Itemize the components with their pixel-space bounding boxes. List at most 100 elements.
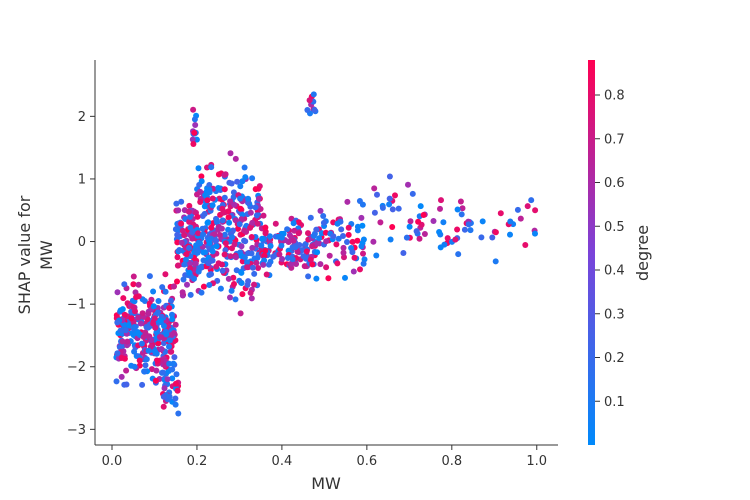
- scatter-point: [141, 368, 148, 375]
- x-axis-ticks: 0.0 0.2 0.4 0.6 0.8 1.0: [102, 445, 547, 469]
- scatter-point: [208, 258, 214, 264]
- scatter-point: [187, 214, 193, 220]
- scatter-point: [194, 249, 201, 256]
- scatter-point: [389, 224, 396, 230]
- scatter-point: [232, 217, 239, 224]
- scatter-point: [302, 241, 309, 247]
- scatter-point: [371, 209, 378, 216]
- scatter-point: [247, 289, 254, 296]
- scatter-point: [119, 338, 126, 345]
- scatter-point: [293, 261, 300, 267]
- scatter-point: [139, 381, 146, 388]
- scatter-point: [263, 271, 270, 278]
- scatter-point: [341, 254, 347, 261]
- scatter-point: [161, 323, 167, 329]
- scatter-point: [524, 203, 531, 210]
- scatter-point: [162, 288, 169, 295]
- scatter-point: [182, 256, 189, 263]
- scatter-point: [113, 378, 120, 385]
- scatter-point: [219, 267, 226, 274]
- colorbar-tick-label: 0.5: [604, 220, 625, 235]
- scatter-point: [186, 245, 193, 251]
- scatter-point: [139, 310, 146, 317]
- scatter-point: [232, 296, 239, 303]
- scatter-point: [166, 337, 173, 344]
- scatter-point: [131, 324, 138, 330]
- scatter-point: [221, 194, 228, 201]
- scatter-point: [304, 107, 311, 113]
- scatter-point: [215, 171, 222, 178]
- scatter-point: [316, 235, 323, 242]
- scatter-point: [354, 223, 361, 230]
- scatter-point: [517, 215, 524, 222]
- scatter-point: [172, 401, 179, 408]
- scatter-point: [492, 229, 499, 236]
- scatter-point: [532, 207, 539, 214]
- scatter-point: [489, 234, 496, 241]
- scatter-point: [131, 363, 138, 370]
- scatter-point: [152, 348, 159, 355]
- scatter-point: [123, 367, 130, 374]
- scatter-point: [187, 260, 193, 267]
- scatter-point: [135, 314, 142, 321]
- scatter-point: [218, 225, 225, 232]
- scatter-point: [247, 224, 254, 231]
- scatter-point: [225, 226, 232, 233]
- scatter-point: [335, 235, 342, 242]
- scatter-point: [159, 369, 166, 376]
- scatter-point: [232, 155, 239, 162]
- scatter-point: [260, 212, 267, 219]
- scatter-point: [309, 261, 316, 268]
- scatter-point: [114, 319, 121, 326]
- scatter-point: [430, 218, 437, 224]
- scatter-point: [136, 357, 143, 364]
- scatter-point: [166, 305, 173, 311]
- scatter-point: [221, 251, 228, 258]
- scatter-point: [340, 244, 347, 251]
- scatter-point: [130, 304, 137, 310]
- scatter-point: [395, 205, 402, 212]
- scatter-point: [221, 231, 228, 238]
- scatter-point: [261, 252, 268, 259]
- scatter-point: [239, 178, 246, 185]
- colorbar-ticks: 0.1 0.2 0.3 0.4 0.5 0.6 0.7 0.8: [595, 89, 625, 410]
- scatter-point: [174, 278, 180, 285]
- scatter-point: [241, 164, 248, 171]
- colorbar-tick-label: 0.8: [604, 89, 625, 104]
- scatter-point: [313, 226, 320, 233]
- scatter-point: [181, 261, 188, 268]
- scatter-point: [228, 180, 235, 187]
- scatter-point: [522, 242, 529, 248]
- scatter-point: [172, 321, 179, 328]
- scatter-point: [528, 197, 535, 204]
- scatter-point: [121, 311, 128, 318]
- scatter-point: [122, 327, 129, 334]
- scatter-point: [209, 202, 216, 209]
- scatter-point: [478, 234, 485, 241]
- scatter-point: [235, 225, 241, 232]
- scatter-point: [307, 214, 314, 221]
- scatter-point: [230, 194, 237, 201]
- scatter-point: [208, 224, 215, 231]
- scatter-point: [141, 298, 148, 304]
- scatter-point: [254, 220, 261, 227]
- scatter-point: [173, 371, 180, 378]
- scatter-points: [113, 91, 539, 417]
- scatter-point: [238, 243, 245, 250]
- scatter-point: [191, 116, 198, 123]
- x-tick-label: 0.8: [441, 454, 462, 469]
- scatter-point: [174, 239, 181, 246]
- scatter-point: [217, 285, 224, 292]
- scatter-point: [195, 165, 202, 172]
- scatter-point: [185, 208, 192, 215]
- scatter-point: [344, 198, 351, 205]
- scatter-point: [204, 219, 211, 226]
- scatter-point: [284, 255, 291, 261]
- scatter-point: [437, 244, 444, 251]
- scatter-point: [438, 197, 444, 204]
- colorbar-tick-label: 0.7: [604, 132, 625, 147]
- scatter-point: [360, 260, 367, 267]
- colorbar-title: degree: [633, 225, 652, 281]
- scatter-point: [114, 289, 121, 296]
- scatter-point: [403, 234, 410, 241]
